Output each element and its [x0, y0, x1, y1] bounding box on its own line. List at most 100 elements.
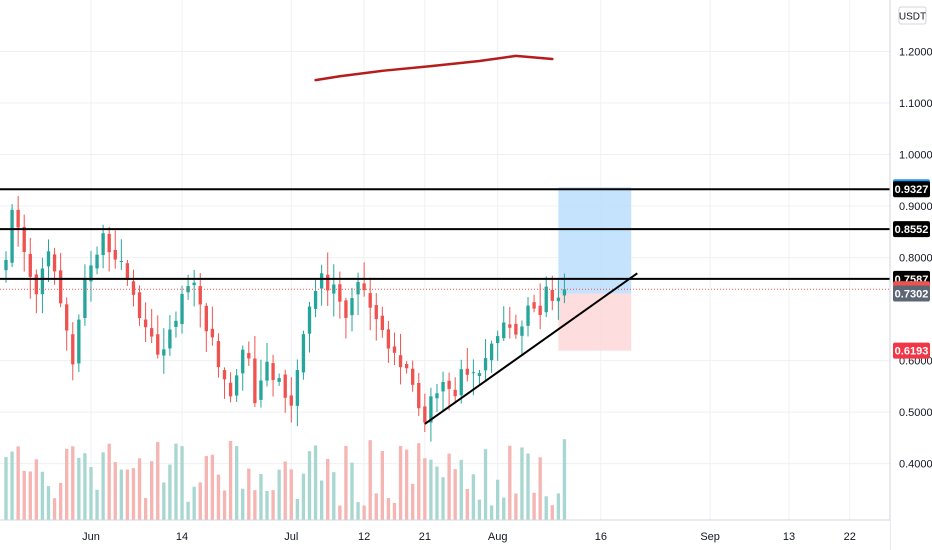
candle-body	[4, 259, 8, 271]
candle-body	[131, 281, 136, 295]
price-tag: 0.6193	[893, 342, 930, 359]
candle-body	[40, 268, 45, 295]
candle-body	[28, 253, 32, 277]
volume-bar	[222, 490, 227, 520]
candle-body	[192, 282, 196, 286]
volume-bar	[71, 446, 75, 520]
volume-bar	[107, 443, 111, 520]
volume-bar	[550, 505, 554, 520]
drawings[interactable]	[314, 54, 638, 425]
candle-body	[562, 289, 567, 296]
candle-body	[95, 254, 99, 269]
volume-bar	[538, 457, 542, 520]
volume-bar	[295, 499, 300, 520]
volume-bar	[404, 449, 409, 520]
volume-bar	[301, 473, 306, 520]
volume-bar	[95, 489, 99, 520]
volume-bar	[83, 453, 87, 520]
volume-bar	[46, 486, 51, 520]
candle-body	[465, 368, 469, 375]
volume-bar	[459, 459, 463, 520]
y-tick-label: 0.9000	[899, 201, 932, 213]
candles	[4, 195, 567, 442]
volume-bar	[514, 493, 518, 520]
volume-bar	[265, 490, 269, 520]
volume-bar	[289, 469, 293, 520]
volume-bar	[125, 469, 130, 520]
horizontal-levels[interactable]	[0, 188, 890, 290]
volume-bar	[192, 486, 196, 520]
freehand-curve	[314, 54, 554, 82]
volume-bar	[198, 482, 202, 520]
candle-body	[520, 326, 524, 336]
candle-body	[556, 297, 561, 302]
price-tag-label: 0.7302	[895, 289, 929, 301]
candle-body	[338, 284, 342, 302]
volume-bar	[496, 479, 500, 520]
candle-body	[417, 383, 421, 409]
volume-bar	[16, 446, 20, 520]
candle-body	[137, 292, 142, 319]
candle-body	[514, 323, 518, 335]
candle-body	[125, 263, 130, 280]
candle-body	[16, 209, 20, 228]
volume-bar	[356, 502, 360, 520]
candle-body	[350, 298, 354, 316]
volume-bar	[234, 446, 239, 520]
candle-body	[368, 293, 372, 308]
price-tag-background	[893, 342, 930, 359]
candle-body	[174, 320, 178, 327]
volume-bar	[562, 439, 567, 520]
x-tick-label: 12	[358, 531, 370, 543]
candle-body	[441, 382, 445, 392]
candle-body	[234, 375, 239, 396]
volume-bar	[350, 462, 354, 520]
candle-body	[180, 293, 184, 325]
currency-label: USDT	[899, 12, 926, 23]
time-axis-background	[0, 520, 890, 550]
volume-bar	[4, 457, 8, 520]
candle-body	[265, 361, 269, 381]
volume-bar	[429, 459, 433, 520]
y-tick-label: 0.4000	[899, 459, 932, 471]
volume-bar	[471, 474, 476, 520]
volume-bar	[520, 447, 524, 520]
candle-body	[489, 343, 494, 361]
volume-bar	[22, 470, 26, 520]
price-tag: 0.9327	[893, 181, 930, 198]
volume-bar	[10, 451, 14, 520]
candle-body	[411, 368, 415, 385]
volume-bar	[143, 498, 148, 520]
candle-body	[362, 283, 366, 291]
volume-bar	[180, 446, 184, 520]
candle-body	[295, 370, 300, 406]
x-tick-label: Sep	[700, 531, 720, 543]
long-position-tool[interactable]	[558, 187, 632, 351]
candle-body	[326, 274, 330, 291]
candle-body	[83, 279, 87, 318]
candle-body	[429, 396, 433, 423]
candle-body	[344, 300, 348, 318]
volume-bar	[28, 471, 32, 520]
volume-bar	[398, 445, 403, 520]
candle-body	[392, 346, 397, 353]
price-tags: 0.93650.93270.85520.75870.73850.73020.61…	[893, 179, 930, 359]
y-tick-label: 1.2000	[899, 46, 932, 58]
candle-body	[204, 305, 208, 332]
price-tag-background	[893, 221, 930, 238]
candle-body	[89, 265, 93, 282]
candle-body	[477, 373, 482, 376]
candle-body	[71, 334, 75, 365]
candle-body	[228, 382, 233, 397]
volume-bar	[489, 505, 494, 520]
volume-bar	[483, 449, 488, 520]
volume-bar	[556, 493, 561, 520]
candle-body	[34, 274, 39, 295]
volume-bar	[58, 482, 63, 520]
volume-bar	[411, 483, 415, 520]
candle-body	[22, 226, 26, 253]
x-tick-label: 22	[844, 531, 856, 543]
